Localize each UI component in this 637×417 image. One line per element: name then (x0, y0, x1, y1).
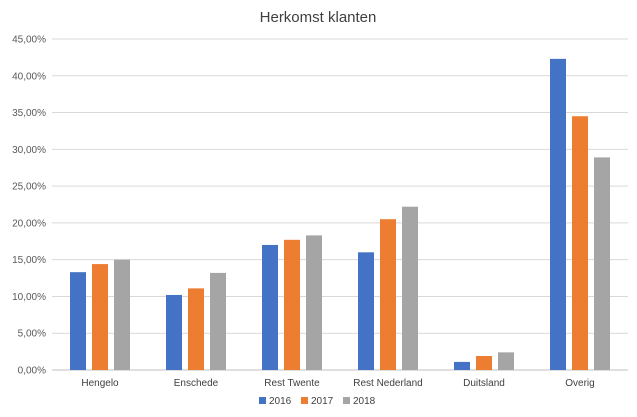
x-tick-label: Rest Nederland (353, 378, 422, 389)
legend-label-2018: 2018 (353, 396, 376, 407)
y-tick-label: 30,00% (12, 145, 46, 156)
bar-2017-rest-twente (284, 239, 300, 370)
y-tick-label: 0,00% (18, 366, 46, 377)
legend-label-2017: 2017 (311, 396, 334, 407)
x-tick-label: Rest Twente (264, 378, 320, 389)
y-tick-label: 35,00% (12, 108, 46, 119)
y-tick-label: 25,00% (12, 182, 46, 193)
bar-2016-rest-twente (262, 244, 278, 370)
y-tick-label: 5,00% (18, 329, 46, 340)
bar-2016-overig (550, 58, 566, 371)
legend-swatch-2016 (259, 397, 266, 404)
legend-label-2016: 2016 (269, 396, 292, 407)
x-tick-label: Enschede (174, 378, 219, 389)
legend-swatch-2018 (343, 397, 350, 404)
bar-2018-hengelo (114, 259, 130, 370)
bar-2018-overig (594, 157, 610, 370)
y-tick-label: 40,00% (12, 71, 46, 82)
chart-title: Herkomst klanten (260, 9, 377, 26)
bar-2018-rest-nederland (402, 206, 418, 370)
bar-2017-duitsland (476, 356, 492, 370)
y-tick-label: 10,00% (12, 292, 46, 303)
x-tick-label: Hengelo (81, 378, 119, 389)
x-tick-label: Overig (565, 378, 594, 389)
gridlines (52, 38, 628, 371)
bar-2016-duitsland (454, 361, 470, 370)
x-tick-label: Duitsland (463, 378, 505, 389)
legend-swatch-2017 (301, 397, 308, 404)
bar-2018-enschede (210, 272, 226, 370)
bar-2017-overig (572, 116, 588, 370)
bar-2016-rest-nederland (358, 252, 374, 370)
bar-2017-rest-nederland (380, 219, 396, 370)
bar-2016-hengelo (70, 272, 86, 370)
legend: 2016 2017 2018 (259, 396, 376, 407)
y-tick-label: 20,00% (12, 218, 46, 229)
y-axis-tick-labels: 0,00% 5,00% 10,00% 15,00% 20,00% 25,00% 30,00%… (12, 35, 46, 377)
bar-2017-hengelo (92, 264, 108, 370)
y-tick-label: 15,00% (12, 255, 46, 266)
x-axis-tick-labels: Hengelo Enschede Rest Twente Rest Nederland… (81, 378, 594, 389)
y-tick-label: 45,00% (12, 35, 46, 46)
bar-2018-rest-twente (306, 235, 322, 370)
bar-2017-enschede (188, 288, 204, 370)
bars (70, 58, 610, 371)
bar-2018-duitsland (498, 352, 514, 370)
bar-2016-enschede (166, 294, 182, 370)
